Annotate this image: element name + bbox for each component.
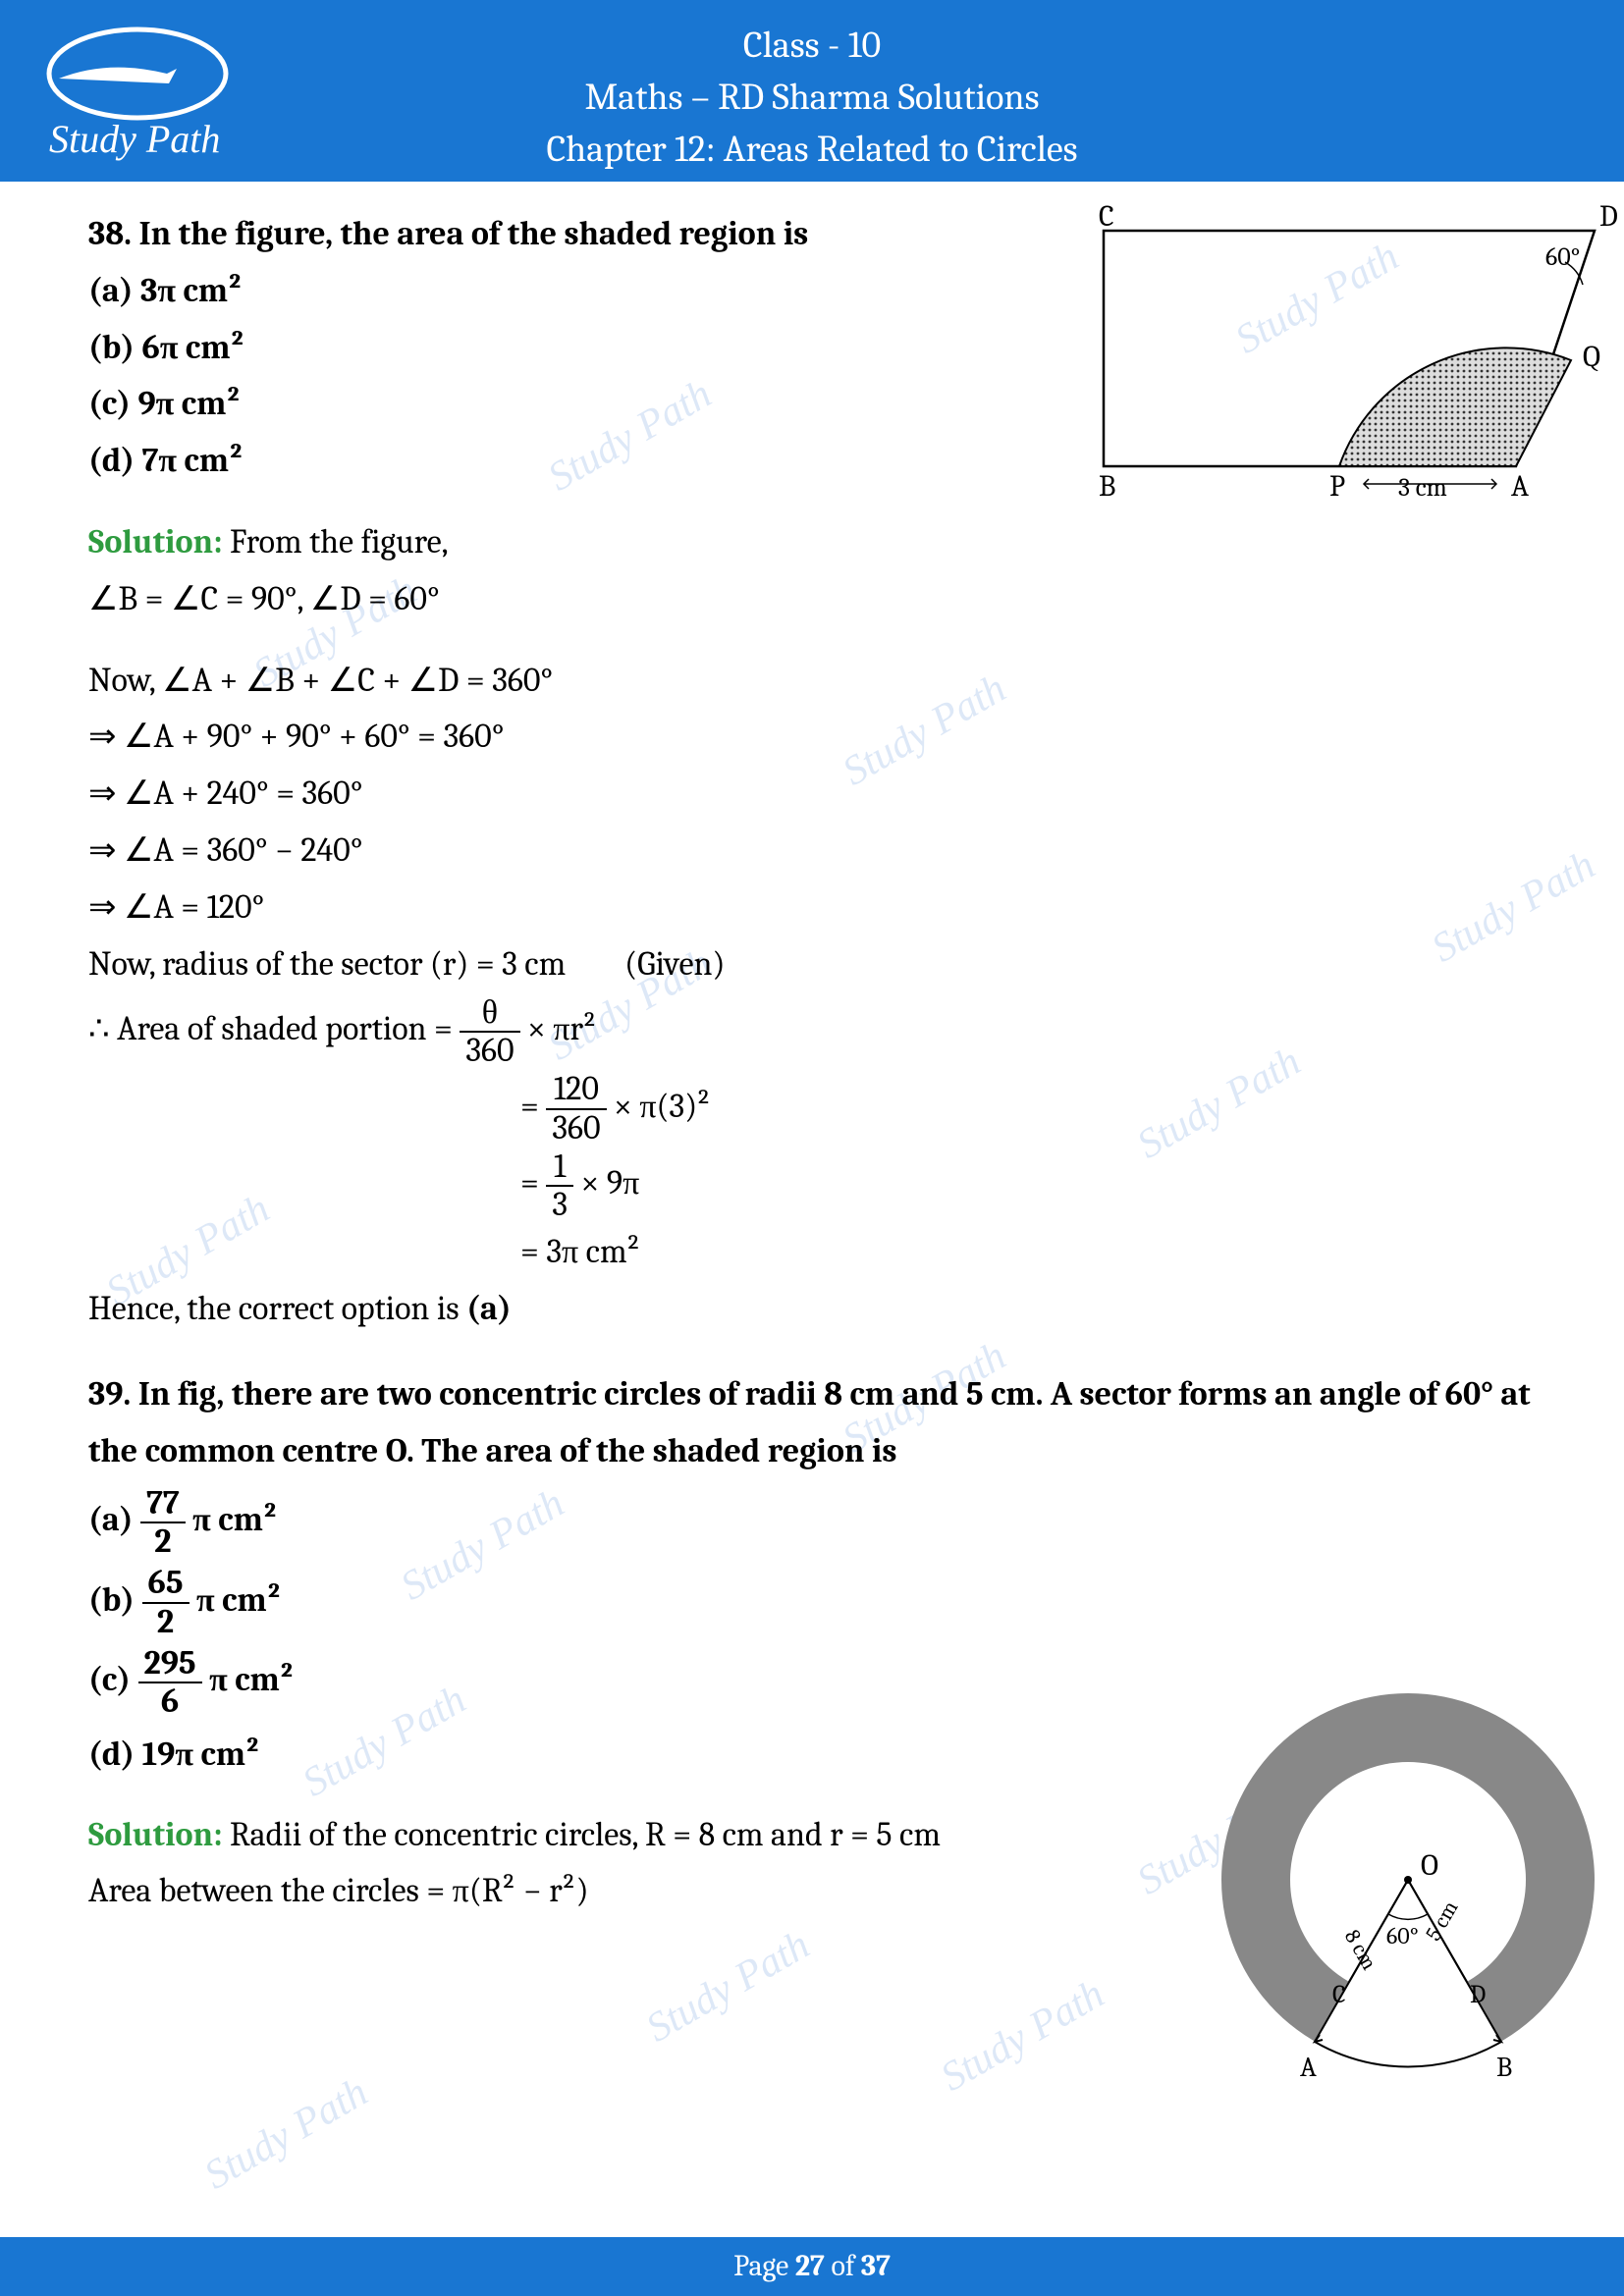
q38-area-eq2: = 120360 × π(3)² — [520, 1070, 1536, 1147]
solution-label: Solution: — [88, 522, 223, 561]
svg-text:O: O — [1421, 1848, 1438, 1883]
svg-text:3 cm: 3 cm — [1398, 473, 1447, 503]
watermark: Study Path — [638, 1921, 818, 2052]
solution-label: Solution: — [88, 1815, 223, 1854]
q38-sum: Now, ∠A + ∠B + ∠C + ∠D = 360° — [88, 653, 1536, 710]
svg-text:B: B — [1099, 469, 1115, 504]
q39-opt-b: (b) 652 π cm² — [88, 1561, 1536, 1641]
q38-area-eq3: = 13 × 9π — [520, 1147, 1536, 1223]
watermark: Study Path — [933, 1970, 1112, 2101]
page-footer: Page 27 of 37 — [0, 2237, 1624, 2296]
q38-s4: ⇒ ∠A = 120° — [88, 880, 1536, 936]
svg-text:A: A — [1511, 469, 1529, 504]
study-path-logo: Study Path — [29, 20, 245, 167]
q38-sol-from: From the figure, — [223, 522, 449, 561]
q38-s1: ⇒ ∠A + 90° + 90° + 60° = 360° — [88, 709, 1536, 766]
svg-text:Study Path: Study Path — [49, 117, 220, 161]
svg-text:C: C — [1099, 199, 1114, 234]
svg-text:C: C — [1332, 1980, 1346, 2009]
q38-s2: ⇒ ∠A + 240° = 360° — [88, 766, 1536, 823]
q38-conclusion: Hence, the correct option is (a) — [88, 1281, 1536, 1338]
svg-text:D: D — [1599, 199, 1618, 234]
q38-area-eq1: ∴ Area of shaded portion = θ360 × πr² — [88, 992, 1536, 1069]
svg-text:B: B — [1496, 2052, 1512, 2083]
q38-radius: Now, radius of the sector (r) = 3 cm (Gi… — [88, 936, 1536, 993]
watermark: Study Path — [196, 2068, 376, 2199]
svg-text:A: A — [1300, 2052, 1317, 2083]
svg-text:P: P — [1329, 469, 1345, 504]
q39-figure: O 60° 8 cm 5 cm A B C D — [1202, 1683, 1614, 2096]
q38-s3: ⇒ ∠A = 360° − 240° — [88, 823, 1536, 880]
svg-text:D: D — [1470, 1980, 1486, 2009]
page-header: Study Path Class - 10 Maths – RD Sharma … — [0, 0, 1624, 182]
page-content: C D B P A Q 60° 3 cm 38. In the figure, … — [0, 182, 1624, 1920]
svg-text:Q: Q — [1583, 340, 1600, 374]
q39-solution: Solution: Radii of the concentric circle… — [88, 1807, 1041, 1864]
svg-text:60°: 60° — [1545, 242, 1580, 272]
q38-solution-line: Solution: From the figure, — [88, 514, 1536, 571]
q39-prompt: 39. In fig, there are two concentric cir… — [88, 1366, 1536, 1480]
q39-opt-a: (a) 772 π cm² — [88, 1480, 1536, 1561]
svg-text:60°: 60° — [1386, 1922, 1419, 1949]
q38-angles: ∠B = ∠C = 90°, ∠D = 60° — [88, 571, 1536, 628]
q38-area-eq4: = 3π cm² — [520, 1224, 1536, 1281]
q38-figure: C D B P A Q 60° 3 cm — [1084, 191, 1624, 515]
